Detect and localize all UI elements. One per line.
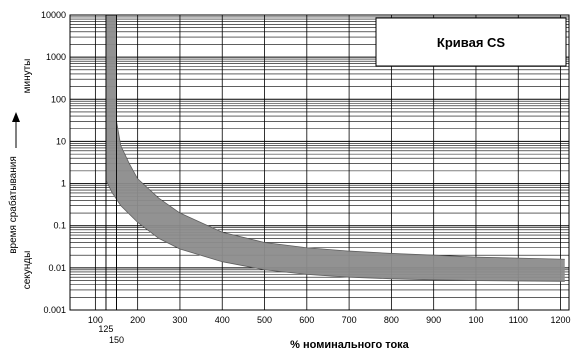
legend-label: Кривая CS bbox=[437, 35, 506, 50]
x-tick-label: 700 bbox=[342, 315, 357, 325]
x-tick-label: 600 bbox=[299, 315, 314, 325]
y-axis-label: время срабатывания bbox=[7, 156, 19, 254]
plot-frame: Кривая CS bbox=[69, 14, 570, 311]
y-tick-label-1: 1 bbox=[61, 179, 66, 189]
x-tick-label: 300 bbox=[172, 315, 187, 325]
legend-box bbox=[375, 17, 567, 67]
y-arrow-head bbox=[12, 112, 20, 122]
y-tick-label-100: 100 bbox=[51, 94, 66, 104]
plot-border bbox=[69, 14, 570, 311]
y-tick-label-10000: 10000 bbox=[41, 10, 66, 20]
x-tick-label: 500 bbox=[257, 315, 272, 325]
x-tick-label: 800 bbox=[384, 315, 399, 325]
x-tick-label: 150 bbox=[109, 335, 124, 345]
x-tick-label: 400 bbox=[215, 315, 230, 325]
y-tick-label-0.001: 0.001 bbox=[43, 305, 66, 315]
y-tick-label-10: 10 bbox=[56, 136, 66, 146]
x-tick-label: 125 bbox=[98, 324, 113, 334]
y-tick-label-1000: 1000 bbox=[46, 52, 66, 62]
x-tick-label: 200 bbox=[130, 315, 145, 325]
x-tick-label: 900 bbox=[426, 315, 441, 325]
x-tick-label: 100 bbox=[88, 315, 103, 325]
y-tick-label-0.1: 0.1 bbox=[53, 221, 66, 231]
x-tick-label: 1100 bbox=[509, 315, 528, 325]
y-tick-label-0.01: 0.01 bbox=[48, 263, 66, 273]
band-upper-boundary bbox=[116, 15, 565, 260]
x-axis-label: % номинального тока bbox=[290, 339, 410, 351]
x-tick-label: 100 bbox=[468, 315, 483, 325]
y-unit-upper-label: минуты bbox=[22, 59, 33, 94]
grid bbox=[70, 15, 569, 310]
y-unit-lower-label: секунды bbox=[22, 251, 33, 290]
x-tick-label: 1200 bbox=[551, 315, 571, 325]
